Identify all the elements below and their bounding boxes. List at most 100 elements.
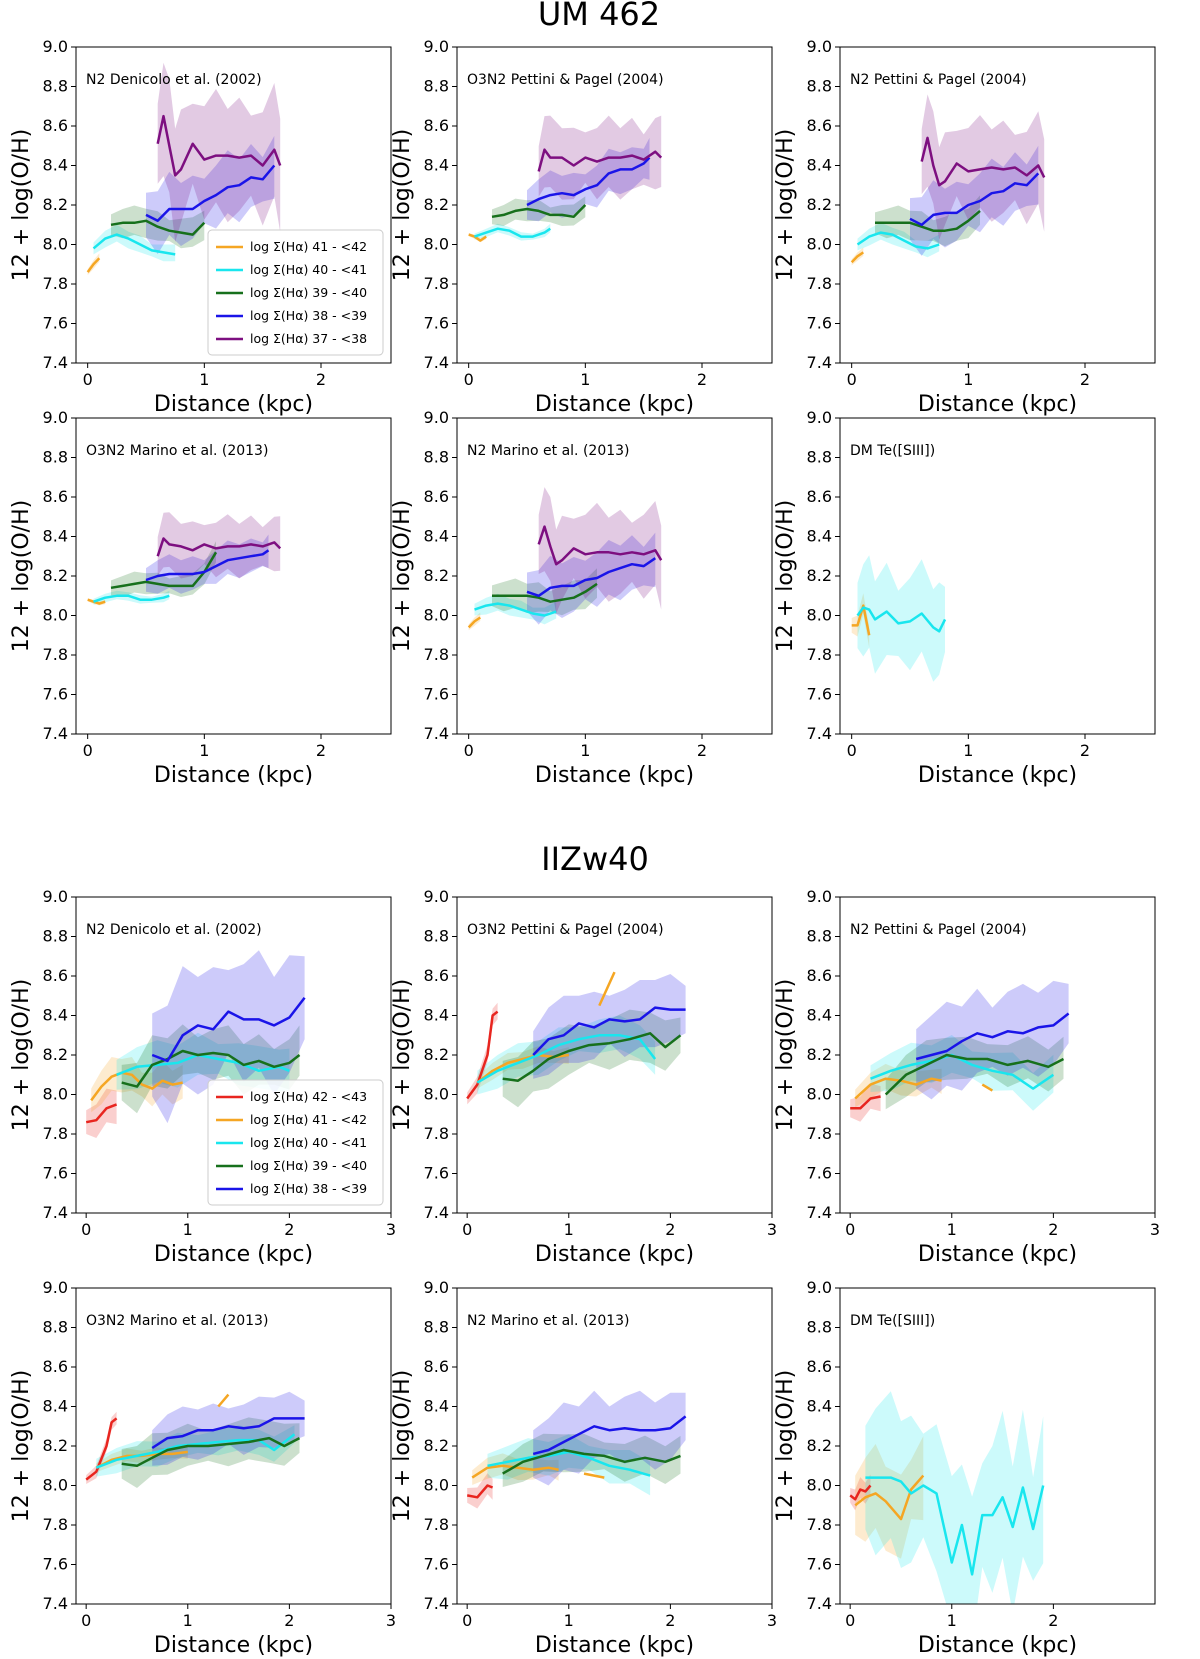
x-axis-label: Distance (kpc): [535, 763, 694, 788]
y-tick-label: 7.6: [424, 685, 449, 704]
series-line-38-39: [915, 1012, 1070, 1061]
x-tick-label: 2: [284, 1220, 294, 1239]
y-axis-label: 12 + log(O/H): [773, 1370, 798, 1522]
y-tick-label: 8.6: [43, 116, 68, 135]
series-line-40-41: [856, 231, 940, 250]
x-axis-label: Distance (kpc): [918, 1633, 1077, 1658]
y-tick-label: 7.8: [807, 1515, 832, 1534]
y-tick-label: 8.0: [424, 235, 449, 254]
error-band-41-42: [855, 1436, 924, 1559]
series-line-41-42: [90, 1071, 183, 1102]
y-tick-label: 8.8: [43, 77, 68, 96]
y-tick-label: 8.0: [807, 1085, 832, 1104]
x-tick-label: 3: [767, 1611, 777, 1630]
y-tick-label: 9.0: [807, 408, 832, 427]
x-tick-label: 1: [564, 1220, 574, 1239]
y-tick-label: 8.0: [424, 1085, 449, 1104]
y-tick-label: 8.6: [43, 1357, 68, 1376]
y-tick-label: 8.0: [424, 606, 449, 625]
y-tick-label: 8.4: [424, 1397, 449, 1416]
error-band-38-39: [910, 145, 1039, 256]
series-line-39-40: [121, 1049, 301, 1088]
x-tick-label: 3: [386, 1611, 396, 1630]
y-tick-label: 8.2: [424, 566, 449, 585]
x-tick-label: 1: [199, 741, 209, 760]
error-band-41-42: [472, 1453, 559, 1485]
x-tick-label: 1: [580, 370, 590, 389]
series-line-40-41: [870, 1053, 1055, 1090]
y-tick-label: 8.2: [43, 566, 68, 585]
y-tick-label: 7.8: [43, 274, 68, 293]
chart-panel: 7.4 7.6 7.8 8.0 8.2 8.4 8.6 8.8 9.0 0 1 2 3 O3N2 Pett…: [390, 887, 777, 1267]
y-tick-label: 8.6: [43, 966, 68, 985]
x-tick-label: 0: [845, 1220, 855, 1239]
y-axis-label: 12 + log(O/H): [390, 129, 415, 281]
series-line-40-41: [474, 227, 551, 238]
y-tick-label: 8.8: [807, 1318, 832, 1337]
legend: log Σ(Hα) 41 - <42 log Σ(Hα) 40 - <41 log …: [207, 229, 384, 356]
series-line-38-39: [526, 557, 657, 598]
series-line-38-39: [151, 996, 306, 1063]
legend-label: log Σ(Hα) 38 - <39: [250, 1181, 367, 1196]
y-axis-label: 12 + log(O/H): [9, 129, 34, 281]
y-tick-label: 8.6: [43, 487, 68, 506]
series-line-40-41: [865, 1476, 1045, 1576]
error-band-40-41: [96, 1425, 295, 1477]
y-tick-label: 8.0: [424, 1476, 449, 1495]
y-tick-label: 7.6: [807, 1555, 832, 1574]
series-line-39-40: [491, 204, 587, 219]
error-band-38-39: [146, 135, 275, 255]
x-tick-label: 1: [564, 1611, 574, 1630]
chart-panel: 7.4 7.6 7.8 8.0 8.2 8.4 8.6 8.8 9.0 0 1 2 3 N2 Marino…: [390, 1278, 777, 1658]
y-tick-label: 8.4: [807, 1397, 832, 1416]
panel-label: N2 Denicolo et al. (2002): [86, 72, 262, 88]
y-tick-label: 9.0: [424, 37, 449, 56]
chart-panel: 7.4 7.6 7.8 8.0 8.2 8.4 8.6 8.8 9.0 0 1 2 O3N2 Marin…: [9, 408, 392, 788]
y-tick-label: 9.0: [43, 1278, 68, 1297]
series-line-41-42: [854, 1474, 925, 1521]
y-tick-label: 7.6: [807, 685, 832, 704]
panel-label: O3N2 Pettini & Pagel (2004): [467, 922, 664, 938]
y-tick-label: 8.8: [43, 1318, 68, 1337]
y-tick-label: 7.4: [807, 1203, 832, 1222]
error-band-38-39: [533, 974, 686, 1079]
y-axis-label: 12 + log(O/H): [773, 500, 798, 652]
x-tick-label: 2: [1048, 1611, 1058, 1630]
plot-area: [850, 980, 1070, 1122]
y-tick-label: 7.4: [43, 353, 68, 372]
x-tick-label: 1: [963, 741, 973, 760]
y-axis-label: 12 + log(O/H): [390, 500, 415, 652]
y-tick-label: 8.8: [424, 448, 449, 467]
y-axis-label: 12 + log(O/H): [773, 979, 798, 1131]
y-tick-label: 8.6: [807, 116, 832, 135]
legend-box: [207, 1079, 384, 1206]
series-line-38-39: [145, 164, 276, 223]
series-line-39-40: [884, 1053, 1065, 1096]
x-axis-label: Distance (kpc): [918, 1242, 1077, 1267]
x-tick-label: 3: [767, 1220, 777, 1239]
y-tick-label: 8.4: [43, 1006, 68, 1025]
panel-label: N2 Denicolo et al. (2002): [86, 922, 262, 938]
plot-area: [468, 115, 663, 243]
x-tick-label: 0: [81, 1220, 91, 1239]
series-line-40-41: [93, 594, 170, 603]
y-tick-label: 8.4: [807, 527, 832, 546]
y-tick-label: 8.2: [43, 1436, 68, 1455]
y-tick-label: 7.8: [43, 1124, 68, 1143]
group-title-iizw40: IIZw40: [541, 840, 649, 878]
y-tick-label: 7.4: [424, 724, 449, 743]
y-tick-label: 8.0: [43, 1476, 68, 1495]
y-tick-label: 7.6: [424, 1555, 449, 1574]
error-band-38-39: [152, 1391, 305, 1466]
legend-label: log Σ(Hα) 40 - <41: [250, 1135, 367, 1150]
error-band-40-41: [487, 1434, 651, 1496]
y-tick-label: 9.0: [424, 1278, 449, 1297]
series-line-42-43: [466, 1484, 494, 1499]
y-tick-label: 9.0: [807, 887, 832, 906]
series-line-40-41: [856, 606, 947, 633]
y-tick-label: 8.4: [43, 1397, 68, 1416]
x-tick-label: 0: [81, 1611, 91, 1630]
chart-panel: 7.4 7.6 7.8 8.0 8.2 8.4 8.6 8.8 9.0 0 1 2 3 N2 Pettin…: [773, 887, 1160, 1267]
plot-area: [849, 1391, 1045, 1604]
